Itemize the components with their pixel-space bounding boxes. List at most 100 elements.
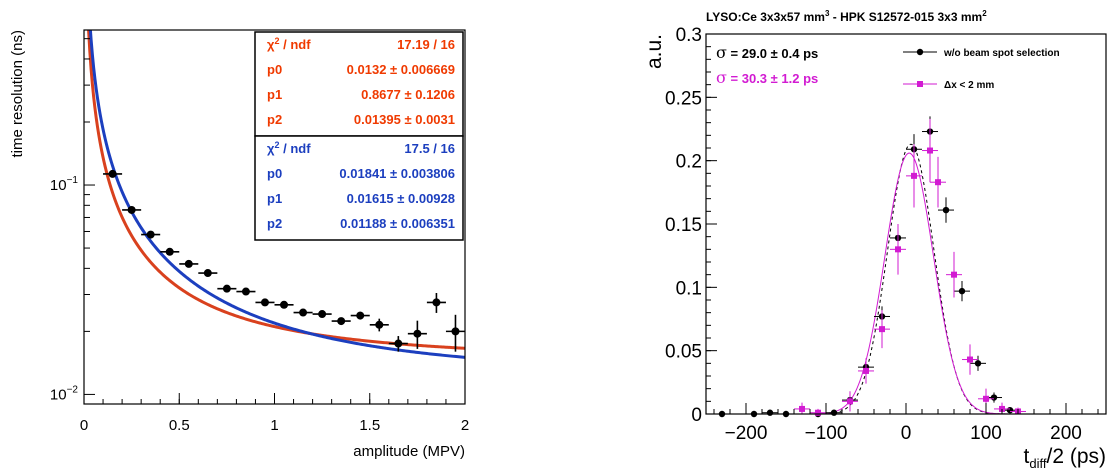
left-stat-label-main: p2 — [267, 112, 282, 127]
right-point-marker — [895, 246, 901, 253]
right-plot-frame — [705, 33, 1107, 415]
right-point-marker — [967, 356, 973, 363]
left-stat-label-main: p0 — [267, 62, 282, 77]
right-series-1-point-14 — [954, 281, 970, 302]
left-data-point-18 — [426, 293, 446, 313]
right-title-sup-1: 3 — [825, 9, 830, 18]
right-x-tick-label: 200 — [1050, 423, 1082, 444]
left-data-point-11 — [293, 308, 313, 317]
left-y-tick-exponent: −1 — [67, 175, 79, 186]
left-data-point-13 — [331, 317, 351, 326]
right-axes: −200 −100 0 100 200 0 0.05 0.1 0.15 0.2 0.25 0.3 — [665, 25, 1099, 444]
left-data-point-9 — [255, 298, 275, 307]
left-data-point-5 — [179, 259, 199, 268]
right-series-2-point-2 — [810, 408, 826, 416]
right-legend: w/o beam spot selection Δx < 2 mm — [903, 48, 1060, 91]
right-x-title-sub: diff — [1029, 456, 1046, 468]
right-y-tick-label: 0.25 — [665, 88, 702, 109]
right-title-part-1: LYSO:Ce 3x3x57 mm — [706, 10, 825, 24]
left-fit-stat-box-frame — [254, 135, 464, 241]
left-x-tick-label: 1 — [270, 417, 278, 434]
left-x-tick-label: 0 — [80, 417, 88, 434]
left-point-marker — [337, 317, 346, 326]
left-data-point-1 — [103, 169, 123, 178]
left-point-marker — [260, 298, 269, 307]
left-data-point-2 — [122, 205, 142, 214]
right-legend-label: w/o beam spot selection — [943, 48, 1060, 59]
right-point-marker — [815, 409, 821, 416]
right-sigma-annotations: σ = 29.0 ± 0.4 psσ = 30.3 ± 1.2 ps — [716, 43, 818, 87]
right-point-marker — [942, 206, 950, 214]
right-title-sup-2: 2 — [982, 9, 987, 18]
left-stat-label-main: p2 — [267, 216, 282, 231]
right-series-2-point-6 — [890, 224, 906, 275]
right-sigma-value: = 30.3 ± 1.2 ps — [727, 71, 818, 86]
left-fit-stat-value: 0.01395 ± 0.0031 — [354, 112, 455, 127]
right-point-marker — [999, 405, 1005, 412]
left-point-marker — [241, 287, 250, 296]
right-x-tick-label: 100 — [970, 423, 1002, 444]
left-point-marker — [222, 284, 231, 293]
left-fit-stat-label: p2 — [267, 112, 282, 127]
left-fit-stat-value: 0.01841 ± 0.003806 — [339, 166, 455, 181]
left-fit-curve-2 — [88, 30, 465, 359]
left-y-tick-exponent: −2 — [67, 384, 79, 395]
right-series-1-point-15 — [970, 355, 986, 371]
left-data-point-10 — [274, 300, 294, 309]
right-chart-title: LYSO:Ce 3x3x57 mm3 - HPK S12572-015 3x3 … — [706, 9, 987, 24]
left-stat-label-main: p1 — [267, 191, 282, 206]
right-sigma-symbol: σ — [716, 43, 727, 62]
right-legend-label: Δx < 2 mm — [944, 80, 994, 91]
right-point-marker — [927, 147, 933, 154]
left-data-point-15 — [369, 318, 389, 332]
left-stat-label-sup: 2 — [274, 140, 279, 150]
left-fit-stat-value: 0.8677 ± 0.1206 — [361, 87, 455, 102]
right-y-tick-label: 0.05 — [665, 342, 702, 363]
left-fit-stat-box-2: χ2 / ndf 17.5 / 16 p0 0.01841 ± 0.003806 p1 0… — [254, 135, 464, 241]
left-x-tick-label: 0.5 — [169, 417, 190, 434]
right-x-tick-label: −200 — [725, 423, 768, 444]
right-x-title-main: t — [1024, 445, 1030, 468]
left-fit-stat-label: p0 — [267, 166, 282, 181]
right-series-1-point-13 — [938, 197, 954, 223]
right-legend-marker — [916, 48, 924, 56]
right-point-marker — [766, 409, 774, 416]
right-gaussian-fit-2 — [714, 152, 1098, 415]
left-point-marker — [146, 230, 155, 239]
left-fit-stat-value: 17.19 / 16 — [397, 37, 455, 52]
right-x-tick-label: 0 — [901, 423, 912, 444]
right-series-2-point-1 — [794, 402, 810, 414]
left-fit-stat-label: p2 — [267, 216, 282, 231]
left-point-marker — [184, 259, 193, 268]
left-fit-stat-label: χ2 / ndf — [267, 140, 311, 156]
left-stat-label-rest: / ndf — [280, 37, 312, 52]
right-sigma-value: = 29.0 ± 0.4 ps — [727, 46, 818, 61]
right-series-2-point-8 — [922, 118, 938, 183]
right-point-marker — [863, 367, 869, 374]
left-fit-stat-label: χ2 / ndf — [267, 36, 311, 52]
right-legend-entry-2: Δx < 2 mm — [903, 80, 994, 91]
left-data-point-12 — [312, 310, 332, 319]
left-x-axis-title: amplitude (MPV) — [353, 443, 465, 460]
left-fit-stat-value: 0.01188 ± 0.006351 — [340, 216, 455, 231]
left-point-marker — [318, 310, 327, 319]
right-point-marker — [847, 398, 853, 405]
left-y-tick-label: 10−1 — [50, 175, 79, 194]
right-point-marker — [799, 405, 805, 412]
right-x-title-rest: /2 (ps) — [1046, 445, 1106, 468]
left-data-point-7 — [217, 284, 237, 293]
right-sigma-symbol: σ — [716, 68, 727, 87]
right-y-tick-label: 0.2 — [676, 152, 702, 173]
left-point-marker — [432, 298, 441, 307]
left-fit-stat-box-1: χ2 / ndf 17.19 / 16 p0 0.0132 ± 0.006669 p1 0… — [254, 31, 464, 137]
right-chart: LYSO:Ce 3x3x57 mm3 - HPK S12572-015 3x3 … — [643, 9, 1107, 468]
right-legend-marker — [917, 81, 923, 87]
right-series-1-point-6 — [826, 409, 842, 416]
right-sigma-annotation-2: σ = 30.3 ± 1.2 ps — [716, 68, 818, 87]
left-point-marker — [108, 169, 117, 178]
right-y-tick-label: 0 — [691, 405, 702, 426]
right-point-marker — [911, 172, 917, 179]
left-point-marker — [413, 329, 422, 338]
left-fit-stat-label: p0 — [267, 62, 282, 77]
